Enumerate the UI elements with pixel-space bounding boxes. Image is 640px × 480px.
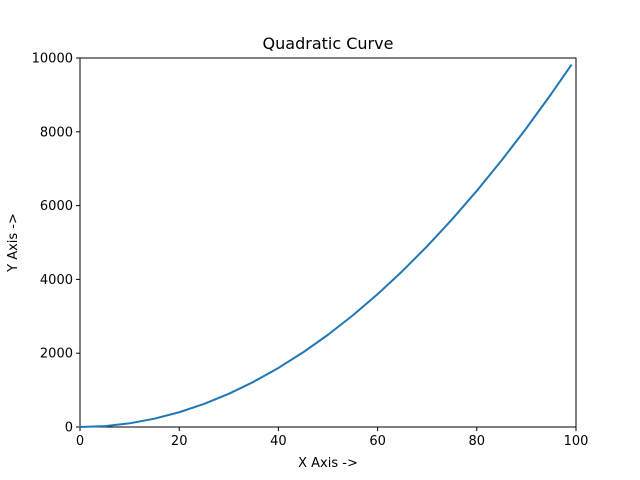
x-tick-label: 100	[564, 434, 589, 449]
x-tick-label: 0	[76, 434, 84, 449]
series-layer	[78, 63, 573, 429]
y-tick-label: 0	[65, 421, 73, 436]
x-axis-label: X Axis ->	[298, 456, 358, 471]
x-tick-label: 80	[469, 434, 486, 449]
y-tick-label: 10000	[32, 52, 73, 67]
plot-area: 0 20 40 60 80 100 0 2000 4000 6000 8000 10000	[32, 52, 589, 450]
y-tick-label: 2000	[40, 347, 73, 362]
y-tick-label: 6000	[40, 199, 73, 214]
x-tick-label: 20	[171, 434, 188, 449]
y-axis-ticks: 0 2000 4000 6000 8000 10000	[32, 52, 80, 436]
series-line	[78, 63, 573, 429]
y-axis-label: Y Axis ->	[6, 213, 21, 273]
x-tick-label: 60	[369, 434, 386, 449]
y-tick-label: 8000	[40, 125, 73, 140]
x-axis-ticks: 0 20 40 60 80 100	[76, 427, 589, 449]
x-tick-label: 40	[270, 434, 287, 449]
chart-title: Quadratic Curve	[263, 34, 394, 53]
y-tick-label: 4000	[40, 273, 73, 288]
plot-frame	[79, 57, 577, 428]
